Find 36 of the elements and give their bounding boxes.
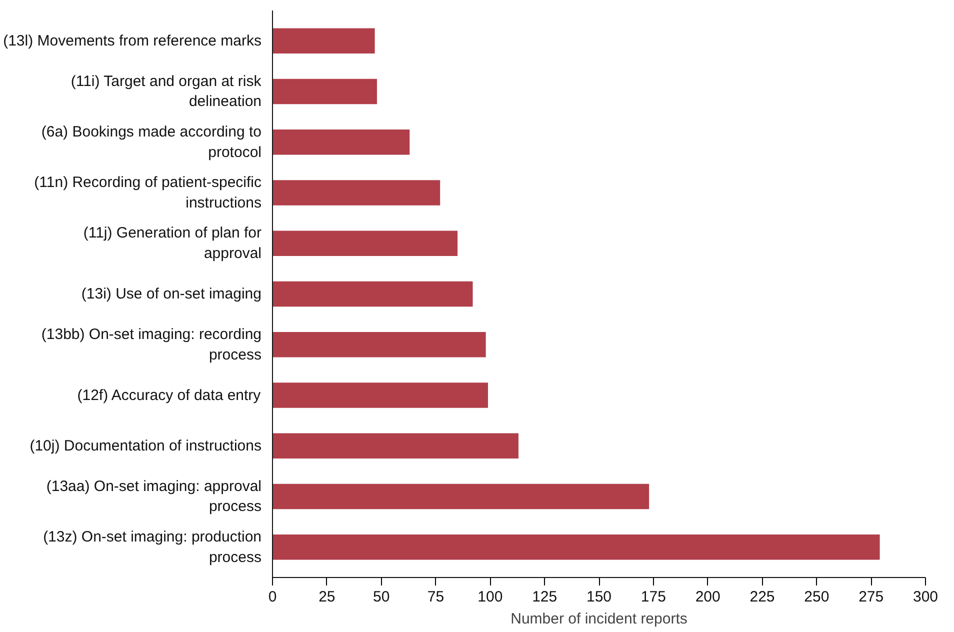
x-tick-label: 50 [372, 588, 390, 606]
x-tick-label: 0 [268, 588, 277, 606]
x-tick-label: 125 [532, 588, 558, 606]
x-tick-label: 75 [427, 588, 444, 606]
y-tick-label: (13aa) On-set imaging: approval process [46, 478, 262, 516]
y-tick-label: (11n) Recording of patient-specific instructions [34, 174, 262, 212]
y-tick-label: (11i) Target and organ at risk delineation [70, 72, 262, 110]
x-tick-label: 25 [318, 588, 336, 606]
y-tick-label: (13i) Use of on-set imaging [81, 286, 262, 302]
bar [272, 281, 473, 307]
bar [272, 332, 486, 358]
bar [272, 534, 880, 560]
y-tick-label: (11j) Generation of plan for approval [83, 224, 262, 262]
x-tick-label: 100 [478, 588, 503, 606]
y-tick-label: (10j) Documentation of instructions [30, 437, 262, 454]
x-tick-label: 150 [586, 588, 612, 606]
x-tick-label: 175 [640, 588, 666, 606]
x-tick-label: 200 [695, 588, 720, 606]
y-tick-label: (13l) Movements from reference marks [3, 32, 262, 50]
y-tick-label: (13bb) On-set imaging: recording process [41, 326, 262, 364]
x-tick-label: 275 [858, 588, 884, 606]
y-tick-label: (6a) Bookings made according to protocol [41, 123, 262, 161]
y-tick-label: (12f) Accuracy of data entry [77, 386, 262, 404]
bar [272, 180, 440, 206]
x-tick-label: 250 [804, 588, 830, 606]
x-tick-label: 225 [750, 588, 775, 606]
bar [272, 484, 650, 510]
bar [272, 129, 410, 155]
bar [272, 382, 488, 408]
x-axis-title: Number of incident reports [510, 610, 688, 628]
bar [272, 230, 458, 256]
y-tick-label: (13z) On-set imaging: production process [43, 528, 262, 566]
bar [272, 28, 375, 54]
x-tick-label: 300 [912, 588, 938, 606]
bar [272, 78, 377, 104]
bar [272, 433, 518, 459]
